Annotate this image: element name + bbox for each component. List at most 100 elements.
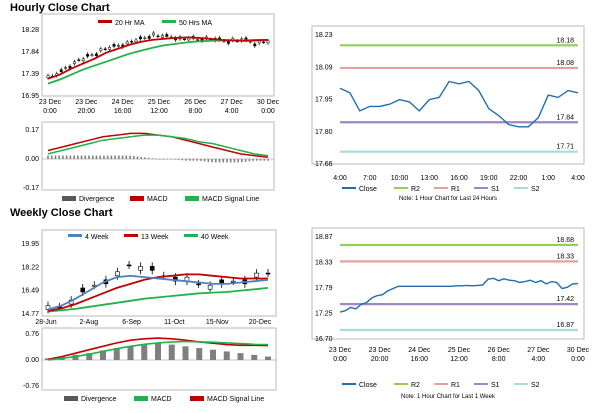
hourly-levels-xtick: 10:00 [391,175,409,182]
hourly-divergence-bar [140,156,143,159]
hourly-levels-ytick: 17.80 [315,129,333,136]
weekly-divergence-bar [127,346,134,360]
hourly-candle [59,69,63,72]
hourly-levels-xtick: 4:00 [333,175,347,182]
hourly-xtick: 12:00 [150,108,168,115]
hourly-legend-signal-label: MACD Signal Line [202,196,259,203]
weekly-candle [230,280,236,283]
weekly-candle [207,284,213,290]
hourly-macd-ytick: 0.00 [25,156,39,163]
hourly-levels-xtick: 7:00 [363,175,377,182]
hourly-candle [266,40,270,44]
hourly-candle [72,61,76,64]
hourly-candle [90,54,94,56]
hourly-divergence-bar [159,159,161,160]
hourly-legend-macd-label: MACD [147,196,168,203]
hourly-candle [196,39,200,41]
hourly-macd-ytick: -0.17 [23,185,39,192]
weekly-levels-ytick: 16.70 [315,336,333,343]
weekly-levels-legend-close-label: Close [359,382,377,389]
hourly-candle [130,41,134,43]
weekly-xtick: 28-Jun [35,319,57,326]
hourly-levels-legend-r2-label: R2 [411,186,420,193]
hourly-divergence-bar [47,155,49,159]
hourly-divergence-bar [173,159,176,160]
hourly-divergence-bar [147,157,150,159]
weekly-levels-ytick: 18.33 [315,260,333,267]
hourly-xtick: 20:00 [78,108,96,115]
hourly-divergence-bar [129,155,131,159]
hourly-levels-level-label: 17.71 [556,144,574,151]
weekly-levels-legend-r2-label: R2 [411,382,420,389]
weekly-legend-macd-swatch [134,396,148,401]
hourly-candle [165,34,169,37]
weekly-levels-legend-r1-label: R1 [451,382,460,389]
hourly-divergence-bar [54,155,57,159]
weekly-candle [265,272,271,275]
hourly-divergence-bar [106,155,109,159]
weekly-levels-ytick: 17.25 [315,311,333,318]
weekly-divergence-bar [223,351,230,360]
hourly-candle [156,35,160,38]
hourly-divergence-bar [91,155,94,159]
hourly-levels-xtick: 16:00 [450,175,468,182]
hourly-levels-xtick: 4:00 [571,175,585,182]
hourly-divergence-bar [203,159,206,162]
hourly-xtick: 23 Dec [75,99,98,106]
hourly-candle [138,36,142,40]
weekly-levels-xtick: 25 Dec [448,347,471,354]
hourly-divergence-bar [241,159,243,163]
hourly-candle [103,48,107,50]
hourly-candle [77,59,81,61]
hourly-candle [108,47,112,50]
hourly-price-ytick: 16.95 [21,93,39,100]
weekly-candle [80,287,86,293]
hourly-xtick: 16:00 [114,108,132,115]
weekly-ma40-line [47,287,269,313]
hourly-divergence-bar [136,156,139,159]
hourly-candle [116,45,120,47]
hourly-xtick: 4:00 [225,108,239,115]
hourly-macd-signal-line [47,134,269,157]
hourly-xtick: 25 Dec [148,99,171,106]
weekly-levels-xtick: 4:00 [532,356,546,363]
weekly-levels-level-label: 16.87 [556,322,574,329]
weekly-xtick: 15-Nov [206,319,229,326]
hourly-xtick: 8:00 [189,108,203,115]
hourly-divergence-bar [211,159,213,163]
hourly-legend-ma50-label: 50 Hrs MA [179,20,212,27]
weekly-macd-ytick: 0.76 [25,331,39,338]
hourly-divergence-bar [263,159,266,161]
weekly-legend-divergence-swatch [64,396,78,401]
hourly-candle [152,32,156,36]
hourly-divergence-bar [84,155,87,159]
hourly-levels-xtick: 13:00 [420,175,438,182]
weekly-levels-ytick: 18.87 [315,234,333,241]
weekly-levels-xtick: 20:00 [371,356,389,363]
weekly-legend-40w-label: 40 Week [201,234,229,241]
hourly-levels-legend-r1-label: R1 [451,186,460,193]
hourly-divergence-bar [244,159,247,162]
weekly-xtick: 6-Sep [122,319,141,326]
hourly-candle [64,67,68,69]
weekly-levels-ytick: 17.79 [315,285,333,292]
hourly-divergence-bar [95,155,98,159]
hourly-divergence-bar [256,159,258,161]
hourly-divergence-bar [155,158,157,160]
hourly-levels-legend-s2-label: S2 [531,186,540,193]
hourly-divergence-bar [144,157,146,159]
hourly-levels-frame [311,25,585,165]
weekly-divergence-bar [251,354,258,360]
hourly-candle [94,53,98,57]
weekly-price-ytick: 19.95 [21,241,39,248]
hourly-legend-macd-swatch [130,196,144,201]
weekly-ma4-line [47,274,269,311]
weekly-divergence-bar [72,354,79,360]
weekly-divergence-bar [155,342,161,360]
weekly-ma13-line [47,273,268,312]
weekly-legend-divergence-label: Divergence [81,396,117,403]
hourly-levels-level-label: 17.84 [556,114,574,121]
hourly-divergence-bar [188,159,191,161]
weekly-candle [45,305,51,310]
hourly-levels-ytick: 18.09 [315,64,333,71]
